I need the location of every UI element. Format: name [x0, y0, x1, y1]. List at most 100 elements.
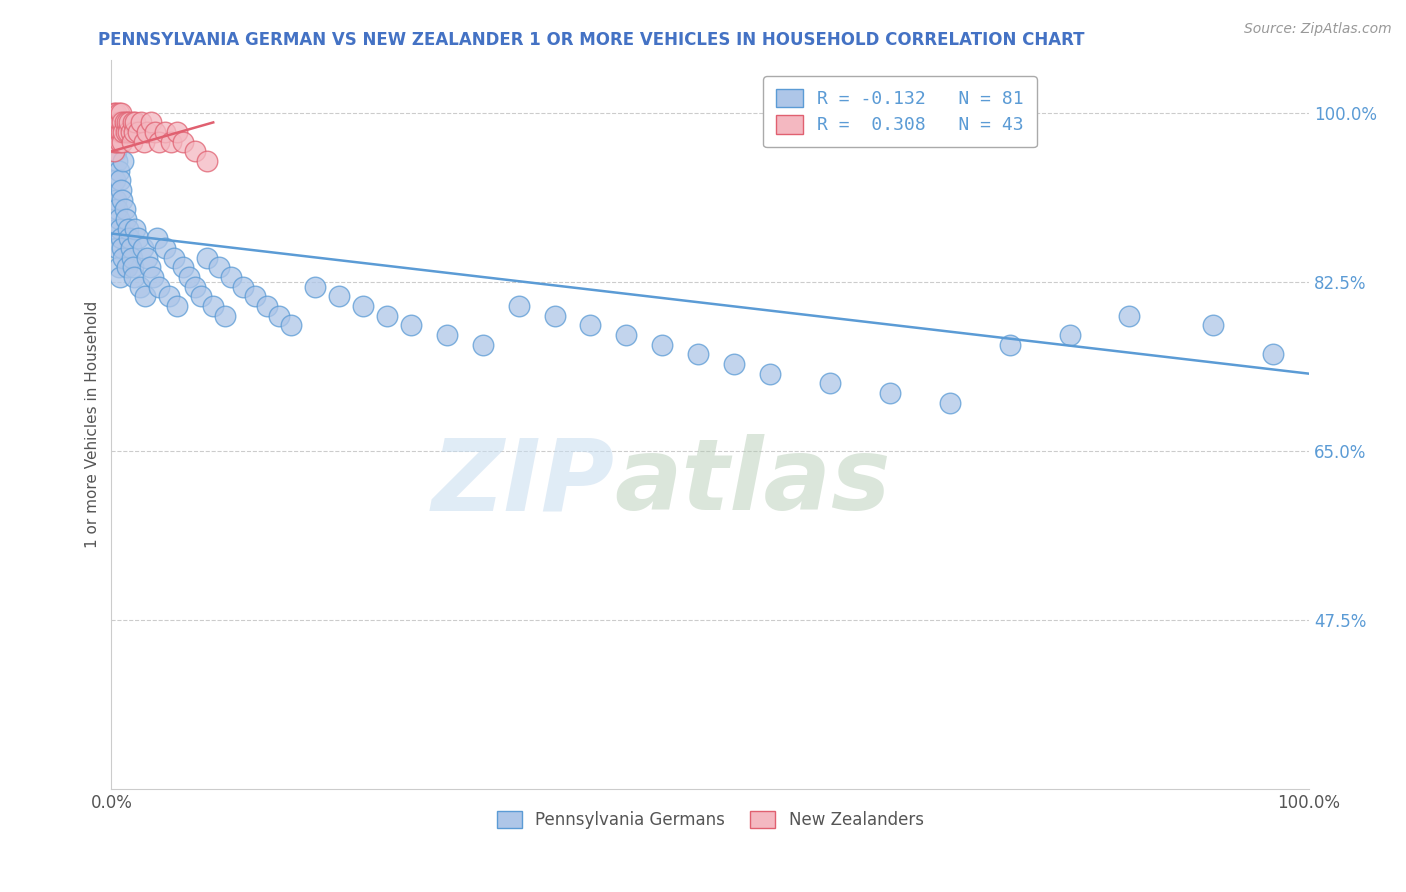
Point	[114, 202, 136, 217]
Point	[155, 241, 177, 255]
Point	[759, 367, 782, 381]
Point	[110, 183, 132, 197]
Point	[105, 115, 128, 129]
Legend: Pennsylvania Germans, New Zealanders: Pennsylvania Germans, New Zealanders	[491, 804, 931, 836]
Text: PENNSYLVANIA GERMAN VS NEW ZEALANDER 1 OR MORE VEHICLES IN HOUSEHOLD CORRELATION: PENNSYLVANIA GERMAN VS NEW ZEALANDER 1 O…	[98, 31, 1085, 49]
Point	[127, 125, 149, 139]
Point	[163, 251, 186, 265]
Point	[190, 289, 212, 303]
Point	[172, 135, 194, 149]
Point	[104, 135, 127, 149]
Point	[267, 309, 290, 323]
Point	[142, 270, 165, 285]
Point	[107, 125, 129, 139]
Point	[105, 221, 128, 235]
Point	[105, 135, 128, 149]
Point	[172, 260, 194, 275]
Point	[122, 115, 145, 129]
Point	[122, 270, 145, 285]
Point	[108, 221, 131, 235]
Point	[184, 279, 207, 293]
Point	[136, 125, 159, 139]
Point	[375, 309, 398, 323]
Point	[101, 115, 124, 129]
Point	[399, 318, 422, 333]
Point	[132, 135, 155, 149]
Point	[117, 125, 139, 139]
Point	[471, 337, 494, 351]
Point	[243, 289, 266, 303]
Point	[101, 135, 124, 149]
Point	[105, 193, 128, 207]
Point	[129, 279, 152, 293]
Point	[195, 251, 218, 265]
Point	[179, 270, 201, 285]
Point	[304, 279, 326, 293]
Point	[134, 289, 156, 303]
Point	[202, 299, 225, 313]
Point	[117, 221, 139, 235]
Point	[208, 260, 231, 275]
Point	[160, 135, 183, 149]
Point	[114, 212, 136, 227]
Point	[104, 173, 127, 187]
Text: Source: ZipAtlas.com: Source: ZipAtlas.com	[1244, 22, 1392, 37]
Point	[103, 135, 125, 149]
Point	[280, 318, 302, 333]
Point	[107, 212, 129, 227]
Point	[1118, 309, 1140, 323]
Point	[103, 145, 125, 159]
Point	[328, 289, 350, 303]
Point	[105, 202, 128, 217]
Point	[103, 105, 125, 120]
Point	[723, 357, 745, 371]
Point	[111, 241, 134, 255]
Point	[184, 145, 207, 159]
Point	[138, 260, 160, 275]
Point	[105, 125, 128, 139]
Text: atlas: atlas	[614, 434, 891, 532]
Point	[136, 251, 159, 265]
Point	[122, 125, 145, 139]
Point	[219, 270, 242, 285]
Point	[120, 241, 142, 255]
Point	[939, 395, 962, 409]
Point	[143, 125, 166, 139]
Point	[146, 231, 169, 245]
Point	[105, 105, 128, 120]
Point	[108, 135, 131, 149]
Point	[998, 337, 1021, 351]
Point	[579, 318, 602, 333]
Point	[112, 125, 135, 139]
Point	[108, 173, 131, 187]
Point	[124, 115, 146, 129]
Point	[1059, 328, 1081, 343]
Point	[148, 135, 170, 149]
Point	[616, 328, 638, 343]
Point	[166, 299, 188, 313]
Point	[214, 309, 236, 323]
Point	[232, 279, 254, 293]
Point	[256, 299, 278, 313]
Point	[139, 115, 162, 129]
Point	[107, 260, 129, 275]
Point	[879, 386, 901, 401]
Point	[508, 299, 530, 313]
Point	[110, 231, 132, 245]
Point	[120, 125, 142, 139]
Text: ZIP: ZIP	[432, 434, 614, 532]
Point	[111, 135, 134, 149]
Point	[131, 115, 153, 129]
Point	[105, 154, 128, 169]
Y-axis label: 1 or more Vehicles in Household: 1 or more Vehicles in Household	[86, 301, 100, 548]
Point	[111, 193, 134, 207]
Point	[104, 115, 127, 129]
Point	[124, 221, 146, 235]
Point	[148, 279, 170, 293]
Point	[166, 125, 188, 139]
Point	[818, 376, 841, 391]
Point	[122, 260, 145, 275]
Point	[352, 299, 374, 313]
Point	[118, 231, 141, 245]
Point	[112, 251, 135, 265]
